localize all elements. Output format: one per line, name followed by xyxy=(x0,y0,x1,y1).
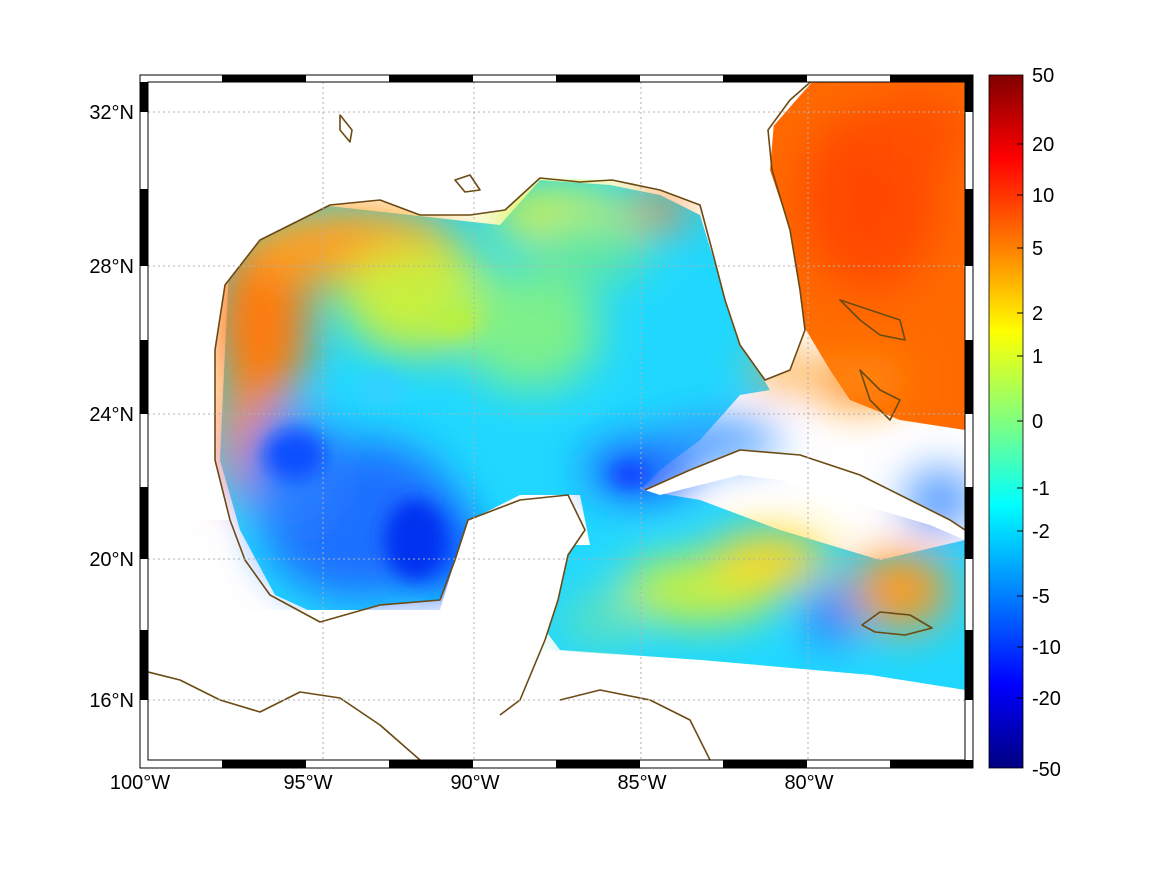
land-masks xyxy=(148,82,965,760)
map-frame xyxy=(139,74,974,769)
yucatan-land xyxy=(148,495,585,760)
colorbar-label: -1 xyxy=(1032,478,1050,500)
latitude-labels: 32°N 28°N 24°N 20°N 16°N xyxy=(89,102,134,712)
lat-label: 20°N xyxy=(89,549,134,571)
colorbar-label: 10 xyxy=(1032,185,1054,207)
colorbar: 50 20 10 5 2 1 0 -1 -2 -5 -10 -20 -50 xyxy=(988,65,1061,781)
data-field xyxy=(214,82,965,690)
lon-label: 80°W xyxy=(784,772,833,794)
cuba-land xyxy=(645,450,965,540)
colorbar-label: -20 xyxy=(1032,688,1061,710)
colorbar-label: -50 xyxy=(1032,759,1061,781)
colorbar-label: 0 xyxy=(1032,411,1043,433)
lat-label: 28°N xyxy=(89,256,134,278)
colorbar-label: -10 xyxy=(1032,637,1061,659)
colorbar-ticks xyxy=(1017,143,1023,699)
lon-label: 85°W xyxy=(617,772,666,794)
colorbar-label: -5 xyxy=(1032,586,1050,608)
north-land xyxy=(148,82,612,520)
colorbar-label: 1 xyxy=(1032,346,1043,368)
coastlines xyxy=(148,82,965,760)
lat-label: 32°N xyxy=(89,102,134,124)
colorbar-label: 20 xyxy=(1032,134,1054,156)
lon-label: 95°W xyxy=(283,772,332,794)
lon-label: 90°W xyxy=(450,772,499,794)
south-land xyxy=(480,650,965,760)
colorbar-label: -2 xyxy=(1032,521,1050,543)
lat-label: 16°N xyxy=(89,690,134,712)
map-area: 32°N 28°N 24°N 20°N 16°N 100°W 95°W 90°W… xyxy=(89,74,974,794)
gridlines xyxy=(148,82,965,760)
colorbar-label: 2 xyxy=(1032,303,1043,325)
longitude-labels: 100°W 95°W 90°W 85°W 80°W xyxy=(110,772,834,794)
colorbar-label: 50 xyxy=(1032,65,1054,87)
colorbar-label: 5 xyxy=(1032,238,1043,260)
lat-label: 24°N xyxy=(89,404,134,426)
lon-label: 100°W xyxy=(110,772,170,794)
florida-land xyxy=(612,82,812,380)
